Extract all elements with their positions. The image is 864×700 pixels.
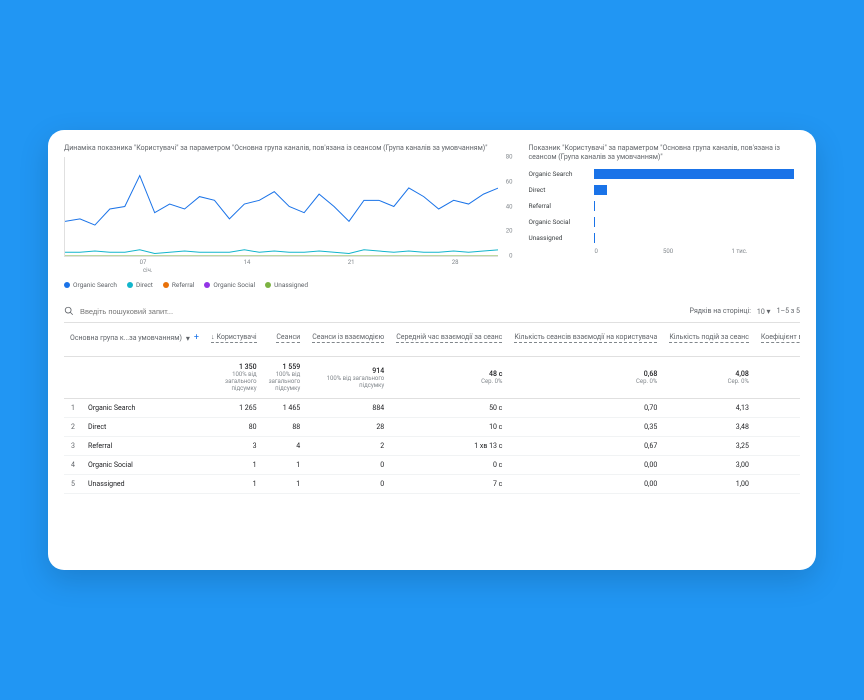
bar-fill <box>594 169 794 179</box>
legend-swatch <box>163 282 169 288</box>
legend-item[interactable]: Organic Social <box>204 281 255 289</box>
bar-chart-title: Показник "Користувачі" за параметром "Ос… <box>528 144 800 162</box>
x-tick: 07 <box>140 259 147 266</box>
x-tick: 28 <box>452 259 459 266</box>
page-range: 1–5 з 5 <box>777 307 800 315</box>
summary-cell: 48 сСер. 0% <box>390 357 508 399</box>
bar-row: Direct <box>528 182 800 198</box>
rows-per-page-select[interactable]: 10 ▾ <box>757 307 771 316</box>
column-header[interactable]: Кількість сеансів взаємодії на користува… <box>508 329 663 357</box>
column-header[interactable]: Користувачі <box>205 329 263 357</box>
rows-per-page: Рядків на сторінці: 10 ▾ 1–5 з 5 <box>690 307 800 316</box>
analytics-card: Динаміка показника "Користувачі" за пара… <box>48 130 816 570</box>
search-icon <box>64 306 74 316</box>
summary-cell: 4,08Сер. 0% <box>663 357 755 399</box>
y-tick: 80 <box>506 154 513 161</box>
table-row[interactable]: 1Organic Search1 2651 46588450 с0,704,13… <box>64 399 800 418</box>
column-header[interactable]: Кількість подій за сеанс <box>663 329 755 357</box>
bar-chart-panel: Показник "Користувачі" за параметром "Ос… <box>528 144 800 290</box>
line-chart-panel: Динаміка показника "Користувачі" за пара… <box>64 144 498 290</box>
table-row[interactable]: 5Unassigned1107 с0,001,000%1 <box>64 475 800 494</box>
column-header[interactable]: Сеанси із взаємодією <box>306 329 390 357</box>
bar-row: Unassigned <box>528 230 800 246</box>
x-tick: 14 <box>244 259 251 266</box>
dimension-header[interactable]: Основна група к...за умовчанням) ▾ + <box>64 329 205 357</box>
legend-swatch <box>204 282 210 288</box>
chevron-down-icon: ▾ <box>767 307 771 316</box>
legend-swatch <box>265 282 271 288</box>
legend-item[interactable]: Referral <box>163 281 194 289</box>
legend-swatch <box>127 282 133 288</box>
summary-cell: 0,68Сер. 0% <box>508 357 663 399</box>
x-tick: 21 <box>348 259 355 266</box>
y-tick: 60 <box>506 178 513 185</box>
table-row[interactable]: 3Referral3421 хв 13 с0,673,2550%13 <box>64 437 800 456</box>
legend-swatch <box>64 282 70 288</box>
y-tick: 20 <box>506 228 513 235</box>
x-unit: січ. <box>143 267 152 274</box>
summary-cell: 1 350100% від загального підсумку <box>205 357 263 399</box>
column-header[interactable]: Коефіцієнт взаємодії <box>755 329 800 357</box>
column-header[interactable]: Середній час взаємодії за сеанс <box>390 329 508 357</box>
bar-row: Organic Search <box>528 166 800 182</box>
search-input[interactable] <box>80 307 684 316</box>
data-table: Основна група к...за умовчанням) ▾ +Кори… <box>64 329 800 494</box>
legend-item[interactable]: Unassigned <box>265 281 308 289</box>
table-row[interactable]: 4Organic Social1100 с0,003,000%3 <box>64 456 800 475</box>
y-tick: 40 <box>506 203 513 210</box>
chevron-down-icon: ▾ <box>186 334 190 343</box>
plus-icon[interactable]: + <box>194 333 199 343</box>
bar-row: Organic Social <box>528 214 800 230</box>
column-header[interactable]: Сеанси <box>263 329 307 357</box>
summary-cell: 914100% від загального підсумку <box>306 357 390 399</box>
line-chart-title: Динаміка показника "Користувачі" за пара… <box>64 144 498 153</box>
bar-row: Referral <box>528 198 800 214</box>
legend-item[interactable]: Organic Search <box>64 281 117 289</box>
legend-item[interactable]: Direct <box>127 281 153 289</box>
summary-cell: 58,63%Сер. 0% <box>755 357 800 399</box>
y-tick: 0 <box>509 253 512 260</box>
table-row[interactable]: 2Direct80882810 с0,353,4831,82%306 <box>64 418 800 437</box>
summary-cell: 1 559100% від загального підсумку <box>263 357 307 399</box>
bar-fill <box>594 185 607 195</box>
